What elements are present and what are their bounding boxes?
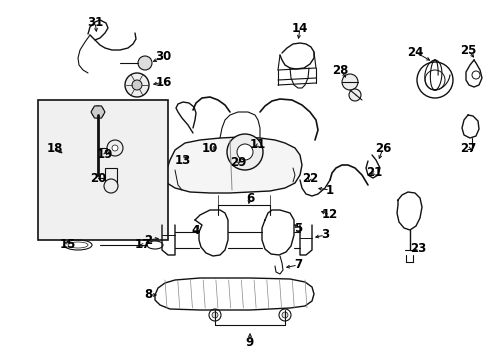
Text: 15: 15 [60, 238, 76, 252]
Text: 12: 12 [321, 208, 337, 221]
Text: 14: 14 [291, 22, 307, 35]
Text: 26: 26 [374, 141, 390, 154]
Text: 22: 22 [301, 171, 318, 184]
Text: 17: 17 [135, 238, 151, 252]
Text: 27: 27 [459, 141, 475, 154]
Circle shape [237, 144, 252, 160]
Text: 9: 9 [245, 336, 254, 348]
Circle shape [112, 145, 118, 151]
Text: 8: 8 [143, 288, 152, 302]
Text: 16: 16 [156, 76, 172, 89]
Text: 4: 4 [191, 224, 200, 237]
Text: 31: 31 [87, 15, 103, 28]
Text: 11: 11 [249, 139, 265, 152]
Text: 23: 23 [409, 242, 425, 255]
Polygon shape [91, 106, 105, 118]
Circle shape [341, 74, 357, 90]
Text: 13: 13 [175, 153, 191, 166]
Text: 18: 18 [47, 141, 63, 154]
Text: 28: 28 [331, 63, 347, 77]
Text: 1: 1 [325, 184, 333, 197]
Polygon shape [164, 137, 302, 193]
Text: 10: 10 [202, 141, 218, 154]
Circle shape [132, 80, 142, 90]
Text: 19: 19 [97, 148, 113, 162]
Text: 21: 21 [365, 166, 381, 180]
Text: 2: 2 [143, 234, 152, 247]
Circle shape [104, 179, 118, 193]
Circle shape [226, 134, 263, 170]
Text: 6: 6 [245, 192, 254, 204]
Text: 3: 3 [320, 229, 328, 242]
Circle shape [212, 312, 218, 318]
Circle shape [348, 89, 360, 101]
Circle shape [138, 56, 152, 70]
Circle shape [92, 106, 104, 118]
Text: 24: 24 [406, 45, 422, 58]
Text: 25: 25 [459, 44, 475, 57]
Circle shape [282, 312, 287, 318]
Text: 30: 30 [155, 50, 171, 63]
Bar [105, 168, 117, 186]
Text: 5: 5 [293, 221, 302, 234]
Text: 20: 20 [90, 171, 106, 184]
Text: 29: 29 [229, 157, 245, 170]
Circle shape [125, 73, 149, 97]
Text: 7: 7 [293, 258, 302, 271]
Circle shape [107, 140, 123, 156]
Bar [38, 100, 168, 240]
